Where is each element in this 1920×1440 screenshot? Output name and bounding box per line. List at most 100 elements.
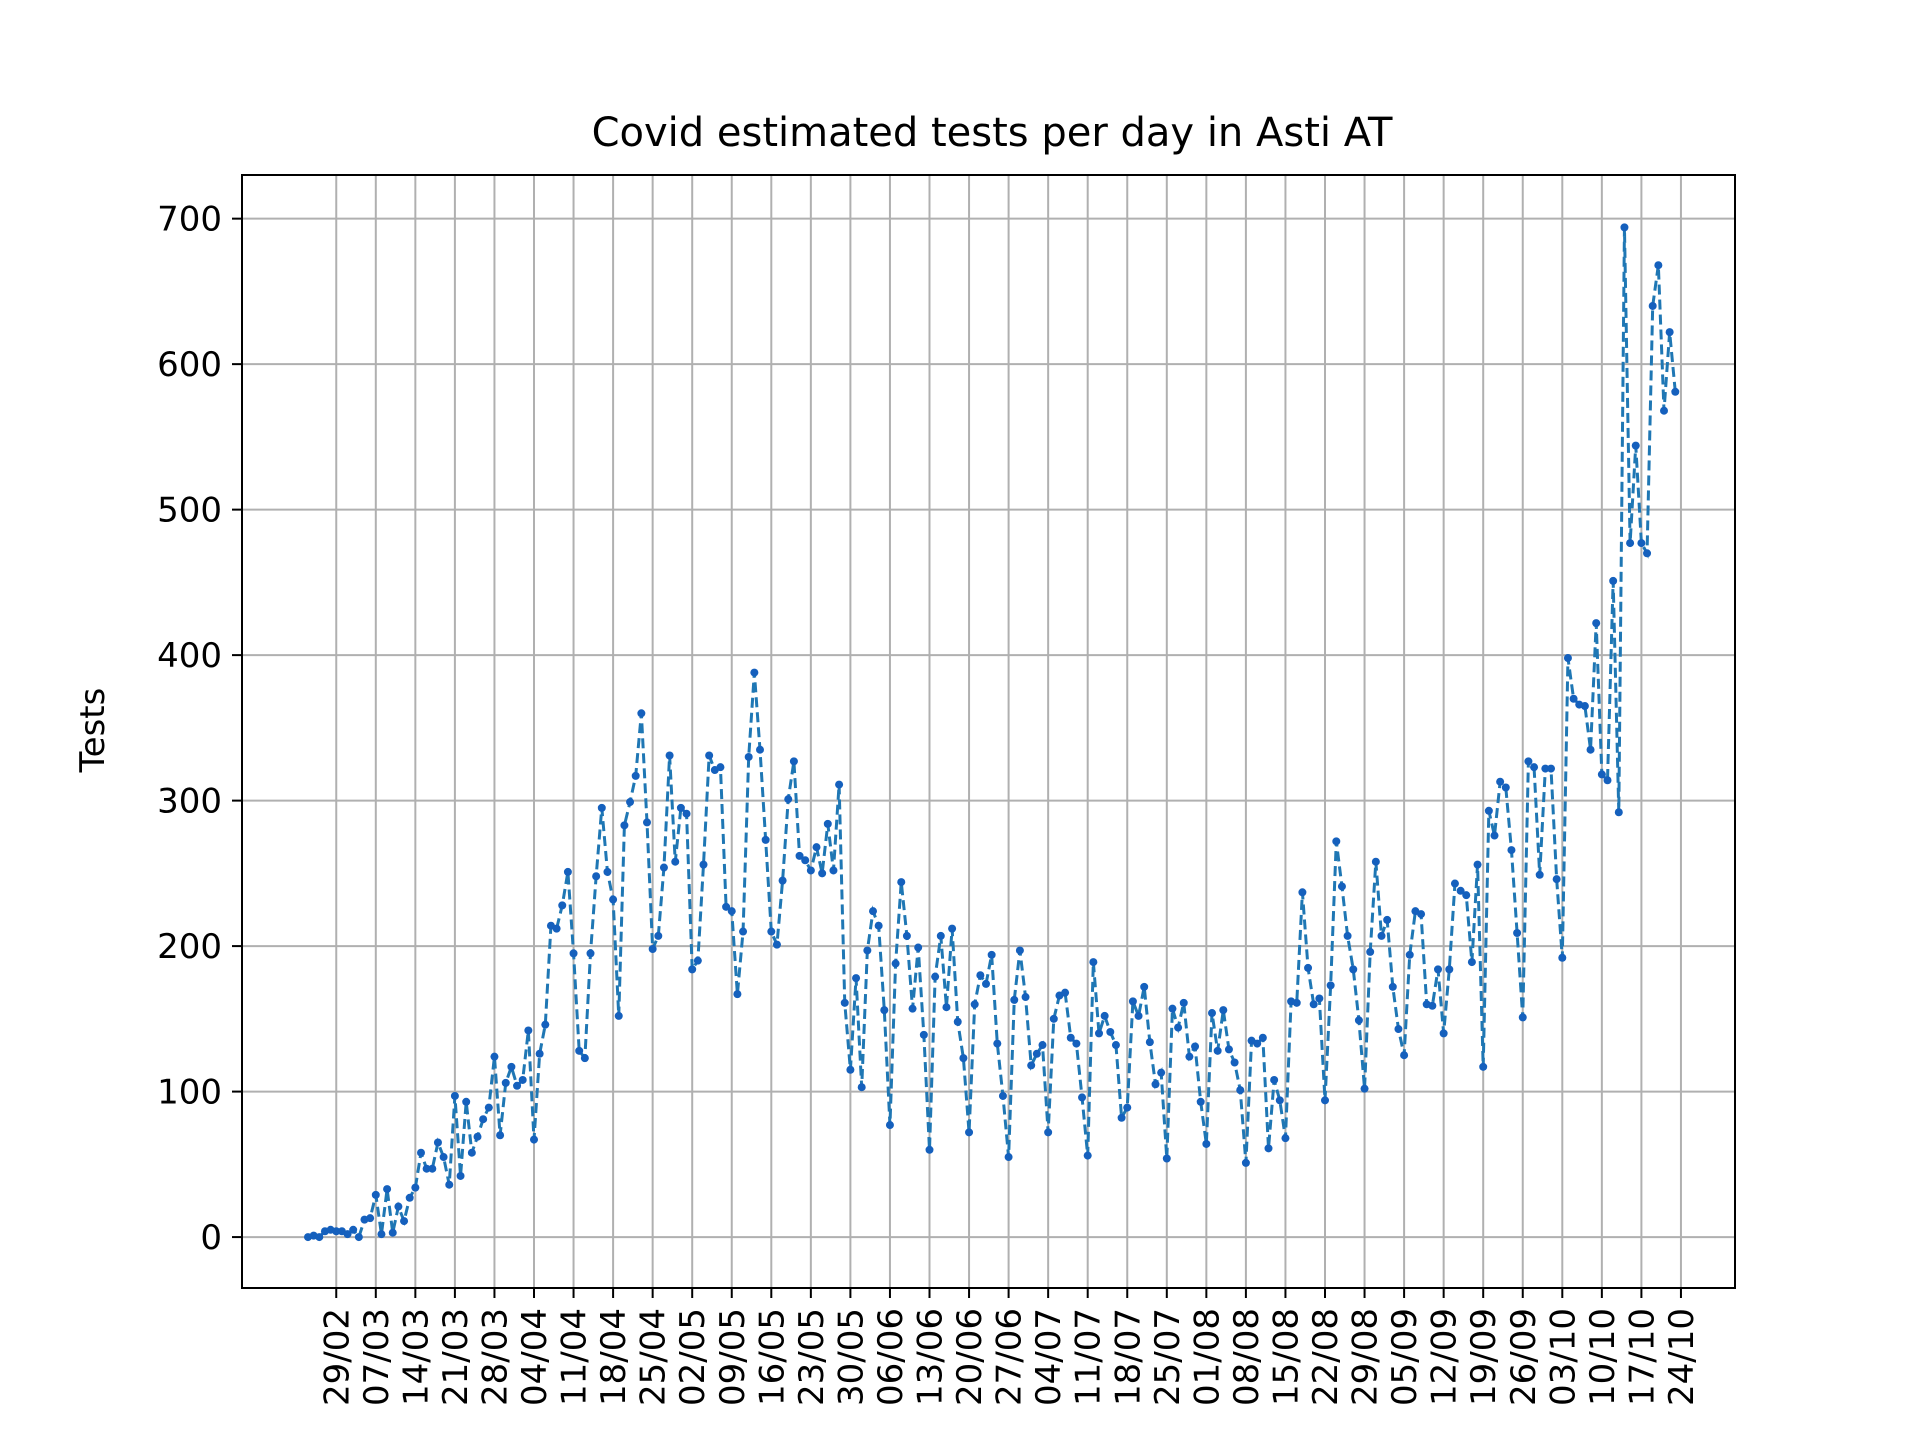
data-point (1219, 1006, 1228, 1015)
data-point (789, 757, 798, 766)
data-point (829, 866, 838, 875)
x-tick-label: 11/04 (555, 1308, 595, 1406)
data-point (1111, 1041, 1120, 1050)
data-point (744, 752, 753, 761)
data-point (479, 1115, 488, 1124)
data-point (654, 931, 663, 940)
data-point (637, 709, 646, 718)
data-point (1281, 1134, 1290, 1143)
data-point (756, 745, 764, 754)
data-point (942, 1003, 951, 1012)
y-axis-label: Tests (73, 688, 113, 774)
data-point (846, 1065, 855, 1074)
data-point (1400, 1051, 1409, 1060)
data-point (1191, 1042, 1200, 1051)
data-point (874, 921, 883, 930)
data-point (1326, 981, 1335, 990)
data-point (1095, 1029, 1103, 1038)
data-point (806, 866, 815, 875)
x-tick-label: 27/06 (990, 1308, 1030, 1406)
data-point (1208, 1009, 1216, 1018)
data-point (524, 1026, 533, 1035)
x-tick-label: 01/08 (1187, 1308, 1227, 1406)
x-tick-label: 22/08 (1306, 1308, 1346, 1406)
data-point (1061, 988, 1070, 997)
data-point (1253, 1039, 1262, 1048)
x-tick-label: 16/05 (752, 1308, 792, 1406)
data-point (462, 1097, 471, 1106)
data-point (1044, 1128, 1053, 1137)
data-point (377, 1230, 386, 1239)
data-point (1501, 783, 1510, 792)
data-point (1586, 745, 1595, 754)
x-tick-label: 18/07 (1108, 1308, 1148, 1406)
x-axis: 29/02 07/03 14/03 21/03 28/03 04/04 11/04 18/04… (317, 1288, 1702, 1406)
data-point (931, 972, 940, 981)
data-point (563, 867, 572, 876)
data-point (1592, 619, 1601, 628)
data-point (1337, 882, 1346, 891)
data-point (354, 1233, 363, 1242)
data-point (1614, 808, 1623, 817)
data-point (1015, 946, 1024, 955)
data-point (513, 1081, 522, 1090)
data-point (496, 1131, 505, 1140)
data-point (902, 931, 911, 940)
data-point (484, 1103, 493, 1112)
data-point (1366, 947, 1375, 956)
data-point (1563, 654, 1572, 663)
data-point (1332, 837, 1341, 846)
data-point (998, 1091, 1007, 1100)
data-point (609, 895, 618, 904)
data-point (1603, 776, 1612, 785)
data-point (541, 1020, 550, 1029)
data-point (750, 668, 759, 677)
series-line (307, 227, 1677, 1241)
data-point (1078, 1093, 1087, 1102)
x-tick-label: 15/08 (1266, 1308, 1306, 1406)
data-point (1202, 1139, 1211, 1148)
x-tick-label: 25/04 (634, 1308, 674, 1406)
data-point (727, 907, 736, 916)
plot-area-frame (241, 174, 1736, 1289)
data-point (1292, 998, 1301, 1007)
data-point (1236, 1086, 1245, 1095)
y-tick-label: 600 (157, 345, 222, 385)
data-point (1049, 1014, 1058, 1023)
data-point (993, 1039, 1002, 1048)
data-point (445, 1180, 454, 1189)
data-point (580, 1054, 589, 1063)
data-point (366, 1214, 375, 1223)
data-point (1518, 1013, 1527, 1022)
data-point (1580, 702, 1589, 711)
data-point (1648, 301, 1657, 310)
y-tick-label: 700 (157, 200, 222, 240)
data-point (1185, 1052, 1194, 1061)
data-point (597, 803, 606, 812)
x-tick-label: 29/08 (1346, 1308, 1386, 1406)
data-point (614, 1011, 623, 1020)
y-tick-label: 500 (157, 491, 222, 531)
x-tick-label: 21/03 (436, 1308, 476, 1406)
y-axis: 0 100 200 300 400 500 600 700 (157, 200, 242, 1258)
y-tick-label: 100 (157, 1073, 222, 1113)
data-point (1654, 261, 1663, 270)
data-point (1100, 1011, 1109, 1020)
data-point (1083, 1151, 1092, 1160)
data-point (467, 1148, 476, 1157)
data-point (417, 1148, 425, 1157)
data-point (518, 1075, 527, 1084)
data-point (1631, 441, 1640, 450)
data-point (1439, 1029, 1448, 1038)
data-point (315, 1233, 324, 1242)
data-point (1417, 910, 1426, 919)
data-point (332, 1227, 341, 1236)
data-point (953, 1017, 962, 1026)
data-point (705, 751, 714, 760)
data-point (1620, 223, 1629, 232)
data-point (1066, 1033, 1075, 1042)
x-tick-label: 11/07 (1069, 1308, 1109, 1406)
x-tick-label: 05/09 (1385, 1308, 1425, 1406)
data-point (388, 1228, 397, 1237)
data-point (665, 751, 674, 760)
